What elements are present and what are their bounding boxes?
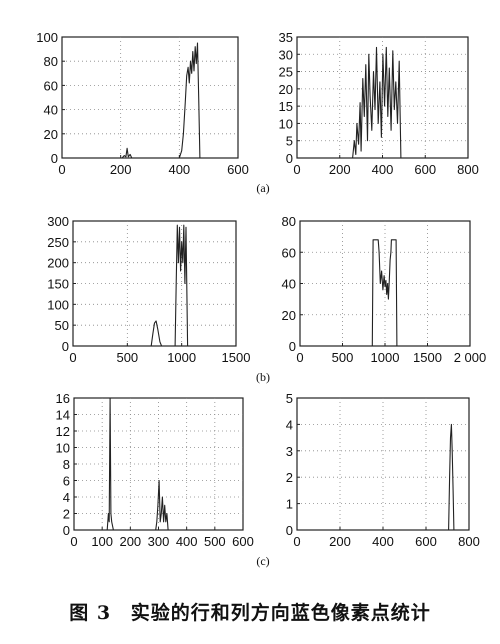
y-tick-label: 2: [286, 470, 293, 485]
y-tick-label: 5: [286, 134, 293, 149]
y-tick-label: 0: [289, 339, 296, 354]
x-tick-label: 400: [176, 534, 198, 549]
y-tick-label: 100: [47, 297, 69, 312]
x-tick-label: 300: [148, 534, 170, 549]
y-tick-label: 8: [63, 457, 70, 472]
chart-c-right: 0 200 400 600 800 0 1 2 3 4 5: [286, 391, 480, 549]
y-tick-label: 80: [44, 54, 58, 69]
y-tick-label: 10: [279, 116, 293, 131]
subfigure-label: (b): [256, 370, 270, 384]
x-tick-label: 100: [91, 534, 113, 549]
x-tick-label: 600: [414, 162, 436, 177]
y-tick-label: 40: [282, 277, 296, 292]
chart-a-left: 0 200 400 600 0 20 40 60 80 100: [36, 30, 249, 177]
caption-number: 图 3: [69, 602, 112, 624]
y-tick-label: 16: [56, 391, 70, 406]
x-tick-label: 500: [332, 350, 354, 365]
x-tick-label: 1000: [371, 350, 400, 365]
x-tick-label: 500: [116, 350, 138, 365]
x-tick-label: 200: [329, 162, 351, 177]
x-tick-label: 0: [293, 534, 300, 549]
y-tick-label: 60: [282, 245, 296, 260]
series-line: [300, 239, 470, 347]
x-tick-label: 200: [119, 534, 141, 549]
series-line: [297, 423, 469, 531]
y-tick-label: 30: [279, 47, 293, 62]
subfigure-label: (c): [256, 554, 269, 568]
y-tick-label: 40: [44, 103, 58, 118]
y-tick-label: 300: [47, 214, 69, 229]
y-tick-label: 100: [36, 30, 58, 45]
series-line: [74, 397, 243, 531]
y-tick-label: 5: [286, 391, 293, 406]
x-tick-label: 500: [204, 534, 226, 549]
y-tick-label: 20: [279, 82, 293, 97]
figure-caption: 图 3 实验的行和列方向蓝色像素点统计: [0, 598, 500, 625]
y-tick-label: 15: [279, 99, 293, 114]
y-tick-label: 4: [63, 490, 70, 505]
plot-frame: [61, 36, 239, 159]
y-tick-label: 12: [56, 424, 70, 439]
y-tick-label: 50: [55, 318, 69, 333]
x-tick-label: 1000: [167, 350, 196, 365]
y-tick-label: 0: [286, 523, 293, 538]
x-tick-label: 800: [458, 534, 480, 549]
x-tick-label: 400: [372, 534, 394, 549]
y-tick-label: 0: [51, 151, 58, 166]
y-tick-label: 250: [47, 235, 69, 250]
y-tick-label: 10: [56, 441, 70, 456]
x-tick-label: 800: [457, 162, 479, 177]
y-tick-label: 0: [63, 523, 70, 538]
y-tick-label: 1: [286, 497, 293, 512]
series-line: [62, 42, 238, 159]
chart-b-left: 0 500 1000 1500 0 50 100 150 200 250 300: [47, 214, 250, 365]
y-tick-label: 20: [282, 308, 296, 323]
y-tick-label: 14: [56, 408, 70, 423]
x-tick-label: 400: [372, 162, 394, 177]
y-tick-label: 0: [62, 339, 69, 354]
x-tick-label: 1500: [413, 350, 442, 365]
x-tick-label: 600: [227, 162, 249, 177]
y-tick-label: 4: [286, 417, 293, 432]
y-tick-label: 6: [63, 474, 70, 489]
x-tick-label: 0: [58, 162, 65, 177]
x-tick-label: 200: [110, 162, 132, 177]
y-tick-label: 2: [63, 507, 70, 522]
series-line: [73, 224, 236, 347]
x-tick-label: 0: [70, 534, 77, 549]
y-tick-label: 150: [47, 277, 69, 292]
y-tick-label: 20: [44, 127, 58, 142]
y-tick-label: 25: [279, 65, 293, 80]
subfigure-label: (a): [256, 181, 269, 195]
chart-b-right: 0 500 1000 1500 2 000 0 20 40 60 80: [282, 214, 487, 365]
x-tick-label: 0: [296, 350, 303, 365]
y-tick-label: 200: [47, 256, 69, 271]
x-tick-label: 0: [293, 162, 300, 177]
series-line: [297, 46, 468, 159]
caption-text: 实验的行和列方向蓝色像素点统计: [130, 602, 431, 624]
y-tick-label: 60: [44, 78, 58, 93]
x-tick-label: 600: [415, 534, 437, 549]
y-tick-label: 80: [282, 214, 296, 229]
x-tick-label: 600: [232, 534, 254, 549]
y-tick-label: 0: [286, 151, 293, 166]
x-tick-label: 0: [69, 350, 76, 365]
y-tick-label: 35: [279, 30, 293, 45]
x-tick-label: 2 000: [454, 350, 487, 365]
x-tick-label: 200: [329, 534, 351, 549]
x-tick-label: 1500: [222, 350, 251, 365]
y-tick-label: 3: [286, 444, 293, 459]
x-tick-label: 400: [168, 162, 190, 177]
